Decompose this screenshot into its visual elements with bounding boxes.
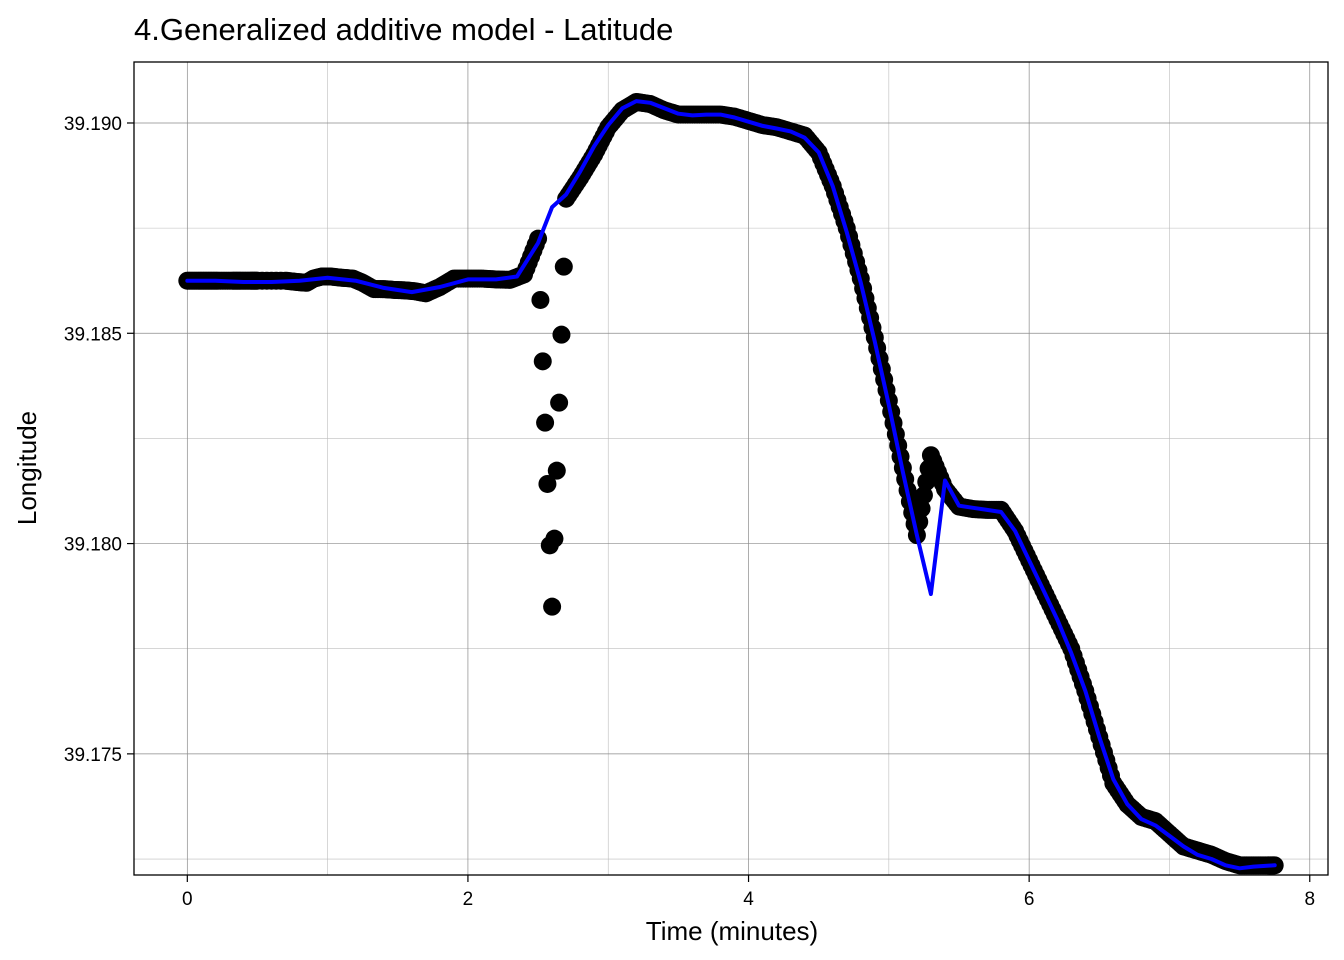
data-point <box>538 474 557 493</box>
data-point <box>545 529 564 548</box>
panel-border <box>133 61 1329 876</box>
grid-major <box>134 62 1328 875</box>
data-point <box>547 461 566 480</box>
data-point <box>552 325 571 344</box>
y-tick-label: 39.180 <box>64 535 122 556</box>
x-axis-label: Time (minutes) <box>646 916 818 946</box>
chart-title: 4.Generalized additive model - Latitude <box>134 12 673 47</box>
data-point <box>914 486 933 505</box>
smooth-line <box>185 99 1277 871</box>
data-point <box>531 290 550 309</box>
data-point <box>554 257 573 276</box>
data-point <box>543 597 562 616</box>
y-axis-label: Longitude <box>12 411 42 525</box>
grid-minor <box>134 62 1328 875</box>
x-tick-label: 4 <box>743 889 754 910</box>
x-tick-label: 8 <box>1304 889 1315 910</box>
x-tick-label: 6 <box>1024 889 1035 910</box>
y-tick-label: 39.185 <box>64 324 122 345</box>
x-tick-label: 0 <box>182 889 193 910</box>
y-axis-ticks: 39.175 39.180 39.185 39.190 <box>64 114 134 766</box>
x-tick-label: 2 <box>463 889 474 910</box>
x-axis-ticks: 0 2 4 6 8 <box>182 875 1315 910</box>
data-point <box>533 352 552 371</box>
data-point <box>536 413 555 432</box>
data-point <box>550 393 569 412</box>
y-tick-label: 39.190 <box>64 114 122 135</box>
y-tick-label: 39.175 <box>64 745 122 766</box>
data-point <box>912 499 931 518</box>
